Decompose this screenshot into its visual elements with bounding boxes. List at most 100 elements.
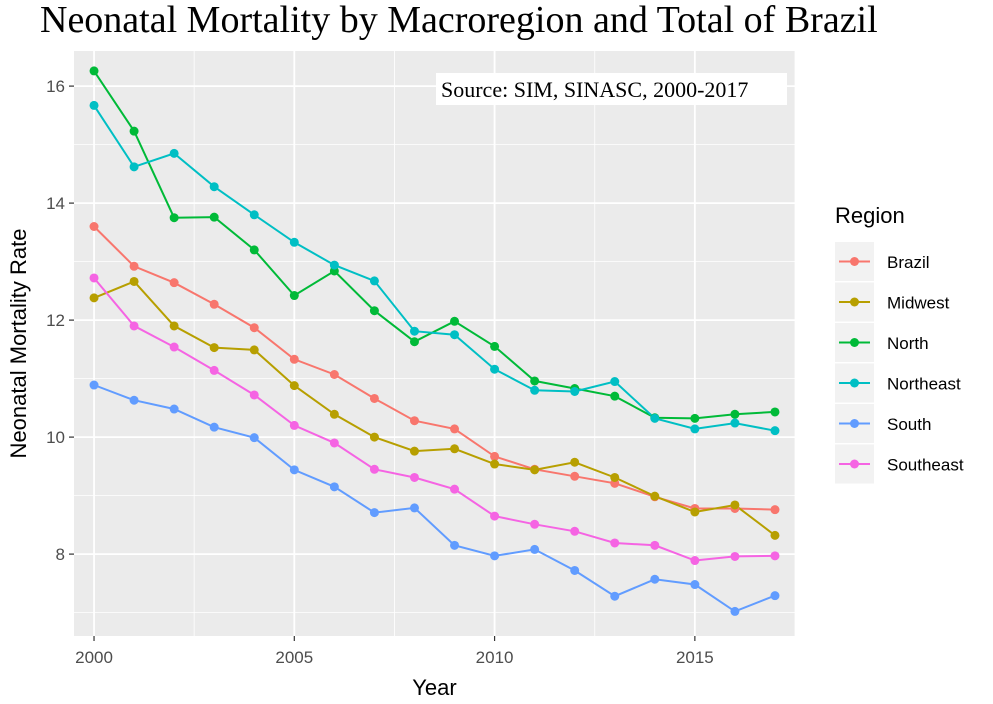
series-line-midwest — [93, 280, 776, 537]
data-point-northeast — [650, 413, 660, 423]
data-point-southeast — [690, 556, 700, 566]
legend-label-midwest: Midwest — [887, 294, 950, 313]
data-point-midwest — [209, 343, 219, 353]
data-point-northeast — [610, 377, 620, 387]
data-point-northeast — [570, 386, 580, 396]
data-point-north — [770, 407, 780, 417]
data-point-midwest — [289, 381, 299, 391]
data-point-south — [450, 540, 460, 550]
data-point-brazil — [490, 451, 500, 461]
y-tick-label: 12 — [46, 311, 65, 330]
data-point-north — [450, 316, 460, 326]
data-point-midwest — [730, 500, 740, 510]
x-tick-label: 2005 — [275, 648, 313, 667]
data-point-midwest — [329, 409, 339, 419]
data-point-brazil — [409, 416, 419, 426]
legend-label-northeast: Northeast — [887, 375, 961, 394]
data-point-northeast — [249, 210, 259, 220]
data-point-brazil — [450, 424, 460, 434]
data-point-brazil — [369, 393, 379, 403]
data-point-southeast — [369, 464, 379, 474]
data-point-southeast — [730, 551, 740, 561]
data-point-southeast — [169, 342, 179, 352]
chart-title: Neonatal Mortality by Macroregion and To… — [40, 0, 878, 41]
y-tick-label: 16 — [46, 77, 65, 96]
data-point-midwest — [169, 321, 179, 331]
data-point-northeast — [169, 148, 179, 158]
data-point-southeast — [530, 519, 540, 529]
data-point-northeast — [329, 260, 339, 270]
legend-point-north — [850, 338, 859, 347]
data-point-south — [409, 503, 419, 513]
data-point-south — [570, 565, 580, 575]
data-point-south — [249, 433, 259, 443]
x-tick-label: 2000 — [75, 648, 113, 667]
data-point-brazil — [169, 278, 179, 288]
data-point-south — [329, 482, 339, 492]
legend-label-south: South — [887, 415, 931, 434]
data-point-south — [610, 591, 620, 601]
data-point-south — [89, 380, 99, 390]
data-point-north — [209, 212, 219, 222]
y-axis-label: Neonatal Mortality Rate — [6, 229, 31, 459]
legend-label-brazil: Brazil — [887, 253, 930, 272]
data-point-southeast — [450, 484, 460, 494]
data-point-brazil — [209, 299, 219, 309]
data-point-north — [169, 213, 179, 223]
data-point-north — [690, 413, 700, 423]
data-point-northeast — [369, 276, 379, 286]
data-point-north — [530, 376, 540, 386]
plot-panel — [74, 51, 795, 636]
data-point-southeast — [610, 538, 620, 548]
legend-label-north: North — [887, 334, 929, 353]
x-tick-label: 2015 — [676, 648, 714, 667]
data-point-north — [730, 409, 740, 419]
data-point-southeast — [770, 551, 780, 561]
data-point-south — [490, 551, 500, 561]
data-point-northeast — [209, 182, 219, 192]
major-grid — [74, 51, 795, 636]
legend-title: Region — [835, 203, 905, 228]
data-point-midwest — [490, 459, 500, 469]
y-tick-label: 10 — [46, 428, 65, 447]
data-point-brazil — [770, 505, 780, 515]
data-point-midwest — [570, 457, 580, 467]
data-point-brazil — [249, 323, 259, 333]
data-point-brazil — [289, 354, 299, 364]
data-point-northeast — [690, 424, 700, 434]
data-point-midwest — [770, 530, 780, 540]
data-point-south — [690, 580, 700, 590]
data-point-midwest — [89, 293, 99, 303]
data-point-midwest — [450, 444, 460, 454]
data-point-south — [289, 465, 299, 475]
series-lines — [93, 70, 776, 613]
data-point-midwest — [530, 465, 540, 475]
data-point-brazil — [570, 471, 580, 481]
data-point-south — [530, 544, 540, 554]
data-point-northeast — [289, 237, 299, 247]
data-point-midwest — [409, 446, 419, 456]
legend-point-brazil — [850, 257, 859, 266]
data-point-northeast — [730, 418, 740, 428]
data-point-midwest — [129, 276, 139, 286]
data-point-northeast — [490, 364, 500, 374]
data-point-southeast — [249, 390, 259, 400]
data-point-north — [89, 66, 99, 76]
data-point-north — [369, 306, 379, 316]
data-point-southeast — [409, 472, 419, 482]
data-point-north — [409, 337, 419, 347]
series-points — [89, 66, 780, 616]
data-point-southeast — [129, 321, 139, 331]
source-annotation-box — [436, 73, 787, 105]
legend-point-south — [850, 419, 859, 428]
legend-label-southeast: Southeast — [887, 456, 964, 475]
series-line-north — [93, 70, 776, 420]
data-point-southeast — [329, 438, 339, 448]
series-line-southeast — [93, 277, 776, 562]
y-axis-ticks: 8 10 12 14 16 — [46, 77, 74, 564]
source-annotation: Source: SIM, SINASC, 2000-2017 — [441, 77, 748, 102]
data-point-southeast — [650, 540, 660, 550]
data-point-south — [209, 422, 219, 432]
data-point-south — [730, 606, 740, 616]
data-point-brazil — [329, 370, 339, 380]
